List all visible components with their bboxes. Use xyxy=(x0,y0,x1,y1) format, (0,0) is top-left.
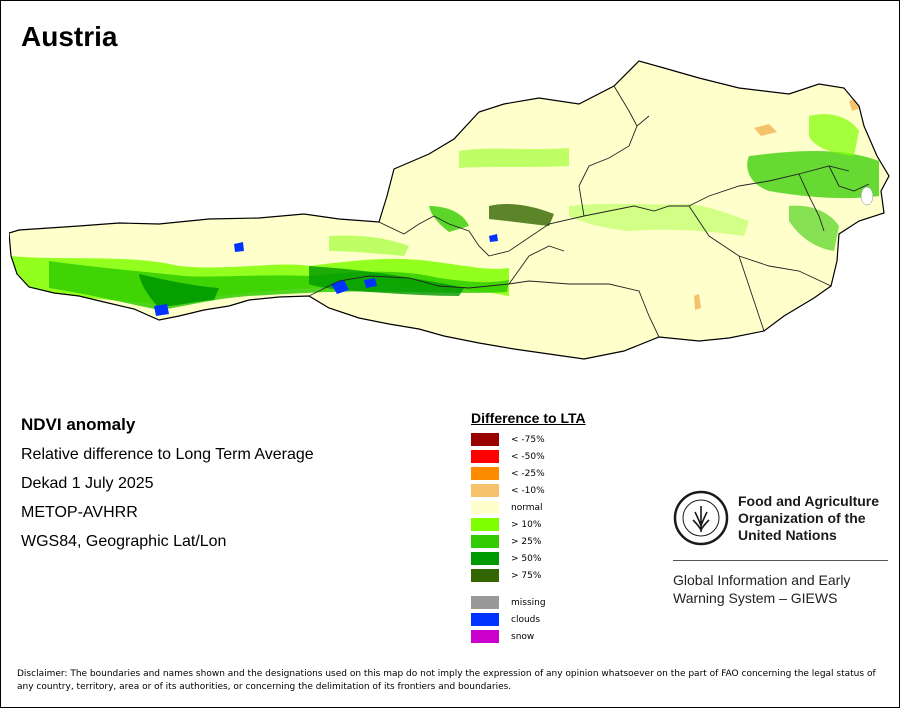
product-description: Relative difference to Long Term Average xyxy=(21,446,314,463)
fao-name-line3: United Nations xyxy=(738,527,837,543)
legend-swatch xyxy=(471,467,499,480)
fao-divider xyxy=(673,560,888,561)
map-title: Austria xyxy=(21,21,118,52)
legend-label: < -50% xyxy=(511,451,545,462)
legend-label: missing xyxy=(511,597,546,608)
province-boundaries xyxy=(308,85,870,338)
fao-branding: Food and Agriculture Organization of the… xyxy=(673,490,888,606)
legend-label: > 50% xyxy=(511,553,542,564)
legend-label: snow xyxy=(511,631,535,642)
legend-item: < -75% xyxy=(471,431,586,448)
legend-label: clouds xyxy=(511,614,541,625)
legend-swatch xyxy=(471,518,499,531)
legend-item: missing xyxy=(471,594,586,611)
legend-label: < -75% xyxy=(511,434,545,445)
fao-name: Food and Agriculture Organization of the… xyxy=(738,493,898,544)
legend-title: Difference to LTA xyxy=(471,410,586,426)
legend-item: clouds xyxy=(471,611,586,628)
lake-neusiedl xyxy=(860,186,874,206)
giews-line2: Warning System – GIEWS xyxy=(673,590,838,606)
legend-label: > 75% xyxy=(511,570,542,581)
legend-label: < -10% xyxy=(511,485,545,496)
fao-name-line1: Food and Agriculture xyxy=(738,493,880,509)
legend-item: > 25% xyxy=(471,533,586,550)
legend-gap xyxy=(471,584,586,594)
map-info: NDVI anomaly Relative difference to Long… xyxy=(21,415,314,562)
product-date: Dekad 1 July 2025 xyxy=(21,475,154,492)
legend: Difference to LTA < -75% < -50% < -25% <… xyxy=(471,410,586,645)
legend-label: normal xyxy=(511,502,543,513)
legend-item: < -25% xyxy=(471,465,586,482)
disclaimer: Disclaimer: The boundaries and names sho… xyxy=(17,669,876,692)
legend-item: normal xyxy=(471,499,586,516)
legend-label: > 10% xyxy=(511,519,542,530)
legend-label: < -25% xyxy=(511,468,545,479)
legend-swatch xyxy=(471,552,499,565)
legend-swatch xyxy=(471,501,499,514)
fao-logo xyxy=(673,490,729,546)
legend-swatch xyxy=(471,630,499,643)
giews-line1: Global Information and Early xyxy=(673,572,851,588)
product-name: NDVI anomaly xyxy=(21,415,136,434)
austria-border xyxy=(9,60,890,360)
legend-label: > 25% xyxy=(511,536,542,547)
legend-item: < -10% xyxy=(471,482,586,499)
legend-item: < -50% xyxy=(471,448,586,465)
sensor-name: METOP-AVHRR xyxy=(21,504,138,521)
legend-swatch xyxy=(471,433,499,446)
legend-item: > 50% xyxy=(471,550,586,567)
legend-classes: < -75% < -50% < -25% < -10% normal > 10%… xyxy=(471,431,586,584)
legend-extra: missing clouds snow xyxy=(471,594,586,645)
legend-swatch xyxy=(471,450,499,463)
legend-swatch xyxy=(471,613,499,626)
legend-item: > 10% xyxy=(471,516,586,533)
giews-name: Global Information and Early Warning Sys… xyxy=(673,571,893,607)
legend-swatch xyxy=(471,569,499,582)
legend-swatch xyxy=(471,535,499,548)
austria-ndvi-map xyxy=(9,60,890,360)
legend-swatch xyxy=(471,484,499,497)
projection-name: WGS84, Geographic Lat/Lon xyxy=(21,533,227,550)
legend-swatch xyxy=(471,596,499,609)
legend-item: snow xyxy=(471,628,586,645)
ndvi-anomaly-pixels xyxy=(9,98,879,316)
legend-item: > 75% xyxy=(471,567,586,584)
fao-name-line2: Organization of the xyxy=(738,510,866,526)
